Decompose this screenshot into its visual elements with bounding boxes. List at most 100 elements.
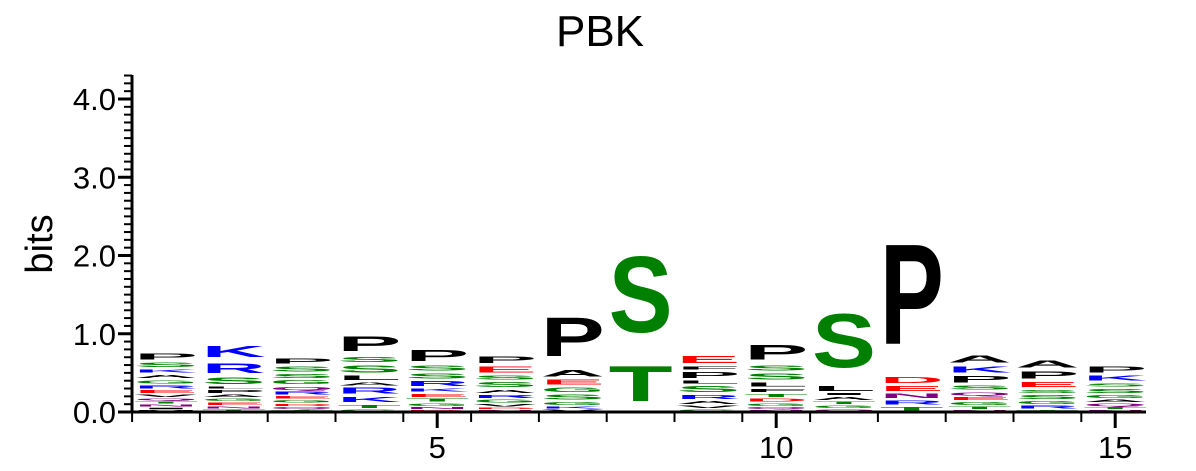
logo-letter-g: G [337,409,401,412]
logo-letter-r: R [337,386,401,395]
logo-letter-r: R [1015,405,1079,410]
logo-letter-a: A [473,389,537,394]
logo-letter-t: T [609,356,673,412]
logo-letter-v: V [541,409,605,412]
y-tick-label: 2.0 [73,239,116,274]
logo-letter-e: E [270,396,334,400]
logo-letter-s: S [202,376,266,386]
logo-letter-p: P [405,347,469,364]
logo-letter-q: Q [744,407,808,410]
logo-letter-q: Q [270,385,334,390]
logo-letter-r: R [676,394,740,400]
logo-letter-v: V [676,405,740,409]
logo-letter-p: P [541,306,605,368]
logo-letter-a: A [676,400,740,405]
logo-letter-e: E [202,402,266,406]
logo-letter-s: S [270,373,334,379]
logo-letter-r: R [473,394,537,399]
logo-letter-a: A [134,374,198,379]
y-tick-label: 1.0 [73,317,116,352]
logo-letter-t: T [880,406,944,412]
logo-letter-q: Q [134,398,198,401]
logo-letter-q: Q [1083,403,1147,407]
logo-letter-s: S [134,361,198,368]
logo-letter-s: S [337,356,401,364]
logo-letter-k: K [134,368,198,373]
logo-letter-p: P [337,332,401,356]
logo-letter-k: K [948,365,1012,374]
logo-letter-s: S [541,393,605,401]
logo-letter-k: K [541,406,605,409]
y-tick-label: 3.0 [73,160,116,195]
logo-letter-s: S [609,233,673,355]
logo-letter-d: D [473,407,537,409]
logo-letter-k: K [337,396,401,404]
logo-letter-t: T [948,406,1012,410]
logo-letter-a: A [948,353,1012,365]
logo-letter-r: R [134,385,198,390]
logo-letter-s: S [948,385,1012,391]
logo-letter-n: N [202,406,266,409]
logo-letter-s: S [270,365,334,373]
logo-letter-e: E [880,385,944,393]
logo-letter-i: I [812,392,876,395]
logo-letter-r: R [202,361,266,376]
logo-letter-t: T [1083,407,1147,410]
logo-letter-k: K [405,388,469,393]
logo-letter-g: G [134,379,198,384]
logo-letter-s: S [405,372,469,380]
x-tick-label: 15 [1098,430,1132,465]
logo-letter-d: D [880,375,944,384]
logo-letter-s: S [1083,382,1147,387]
logo-letter-d: D [744,398,808,403]
logo-letter-a: A [202,394,266,398]
logo-letter-n: N [134,404,198,407]
logo-letter-g: G [202,398,266,402]
logo-letter-a: A [337,382,401,387]
logo-letter-p: P [270,357,334,365]
logo-letter-q: Q [812,409,876,412]
logo-letter-g: G [1015,400,1079,405]
logo-letter-d: D [270,403,334,406]
logo-letter-s: S [473,381,537,389]
logo-letter-s: S [744,372,808,381]
logo-letter-r: R [880,400,944,406]
logo-letter-f: F [744,388,808,393]
logo-letter-a: A [541,368,605,378]
logo-letter-g: G [270,379,334,385]
logo-letters: MINTQVERGAKSPTNEGAPLSRKTQDGERQGSSPGTKRAL… [134,214,1147,412]
logo-letter-l: L [202,386,266,389]
logo-letter-s: S [744,364,808,372]
logo-letter-a: A [1083,399,1147,403]
logo-letter-g: G [541,401,605,406]
logo-letter-s: S [405,364,469,372]
logo-letter-p: P [1015,370,1079,381]
logo-letter-v: V [473,403,537,407]
logo-letter-e: E [1015,381,1079,389]
logo-letter-p: P [880,214,944,374]
chart-title: PBK [556,7,644,56]
logo-letter-t: T [405,398,469,403]
y-tick-label: 4.0 [73,82,116,117]
logo-letter-g: G [744,403,808,407]
logo-letter-a: A [1015,359,1079,370]
logo-letter-g: G [676,409,740,412]
logo-letter-s: S [473,374,537,380]
axes: 0.0 1.0 2.0 3.0 4.0 5 10 15 [73,74,1146,465]
logo-letter-n: N [880,392,944,399]
logo-letter-r: R [270,391,334,396]
logo-letter-e: E [541,378,605,386]
logo-letter-n: N [405,407,469,410]
logo-letter-v: V [134,394,198,398]
logo-letter-l: L [812,385,876,393]
logo-letter-l: L [337,374,401,381]
logo-letter-g: G [473,399,537,404]
logo-letter-l: L [676,380,740,385]
logo-letter-k: K [202,343,266,360]
logo-letter-p: P [676,371,740,380]
logo-letter-e: E [676,354,740,365]
logo-letter-t: T [744,393,808,398]
logo-letter-p: P [744,341,808,365]
logo-letter-l: L [744,381,808,387]
